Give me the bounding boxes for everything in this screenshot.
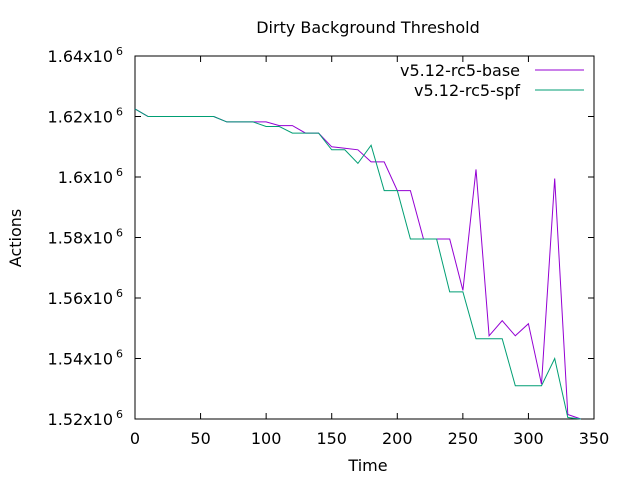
x-tick-label: 200 (382, 429, 413, 448)
x-axis-label: Time (347, 456, 387, 475)
series-lines (134, 108, 582, 420)
series-line-v5.12-rc5-spf (134, 108, 581, 420)
y-tick-label: 1.54x10 6 (48, 348, 123, 369)
x-tick-label: 250 (448, 429, 479, 448)
chart-title: Dirty Background Threshold (256, 18, 480, 37)
legend-label: v5.12-rc5-spf (414, 81, 520, 100)
legend-label: v5.12-rc5-base (400, 61, 520, 80)
y-axis-label: Actions (6, 209, 25, 267)
y-tick-label: 1.6x10 6 (58, 166, 123, 187)
y-tick-label: 1.56x10 6 (48, 287, 123, 308)
y-tick-label: 1.64x10 6 (48, 45, 123, 66)
x-tick-label: 0 (130, 429, 140, 448)
plot-area-border (134, 55, 595, 420)
axis-ticks: 0 50 100 150 200 250 300 350 1.52x10 6 1.54x10 6 1.5… (48, 45, 610, 448)
x-tick-label: 300 (513, 429, 544, 448)
x-tick-label: 50 (190, 429, 210, 448)
y-tick-label: 1.58x10 6 (48, 227, 123, 248)
series-line-v5.12-rc5-base (134, 108, 582, 420)
x-tick-label: 150 (316, 429, 347, 448)
y-tick-label: 1.62x10 6 (48, 106, 123, 127)
x-tick-label: 100 (251, 429, 282, 448)
x-tick-label: 350 (579, 429, 610, 448)
y-tick-label: 1.52x10 6 (48, 408, 123, 429)
